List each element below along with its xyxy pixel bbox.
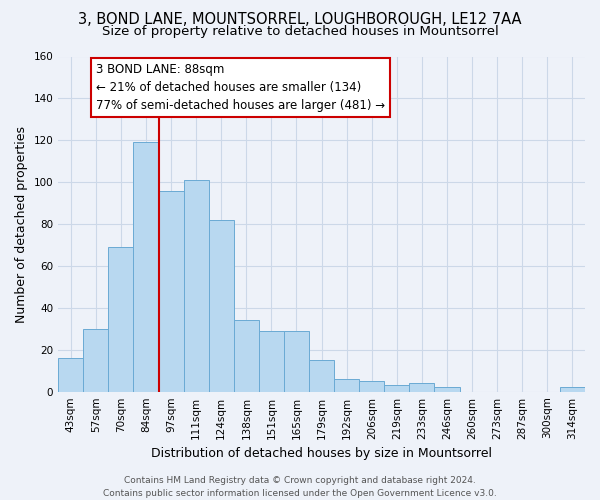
Text: 3, BOND LANE, MOUNTSORREL, LOUGHBOROUGH, LE12 7AA: 3, BOND LANE, MOUNTSORREL, LOUGHBOROUGH,… bbox=[78, 12, 522, 28]
Bar bbox=[184, 180, 209, 392]
Bar bbox=[409, 384, 434, 392]
Bar bbox=[385, 386, 409, 392]
Bar bbox=[284, 331, 309, 392]
Bar bbox=[334, 379, 359, 392]
Bar bbox=[259, 331, 284, 392]
Text: 3 BOND LANE: 88sqm
← 21% of detached houses are smaller (134)
77% of semi-detach: 3 BOND LANE: 88sqm ← 21% of detached hou… bbox=[96, 63, 385, 112]
Bar bbox=[560, 388, 585, 392]
Bar bbox=[359, 381, 385, 392]
Bar bbox=[434, 388, 460, 392]
Bar bbox=[209, 220, 234, 392]
Text: Size of property relative to detached houses in Mountsorrel: Size of property relative to detached ho… bbox=[101, 25, 499, 38]
Bar bbox=[309, 360, 334, 392]
Bar bbox=[58, 358, 83, 392]
Bar bbox=[158, 190, 184, 392]
Bar bbox=[234, 320, 259, 392]
Y-axis label: Number of detached properties: Number of detached properties bbox=[15, 126, 28, 322]
X-axis label: Distribution of detached houses by size in Mountsorrel: Distribution of detached houses by size … bbox=[151, 447, 492, 460]
Bar bbox=[83, 329, 109, 392]
Text: Contains HM Land Registry data © Crown copyright and database right 2024.
Contai: Contains HM Land Registry data © Crown c… bbox=[103, 476, 497, 498]
Bar bbox=[133, 142, 158, 392]
Bar bbox=[109, 247, 133, 392]
